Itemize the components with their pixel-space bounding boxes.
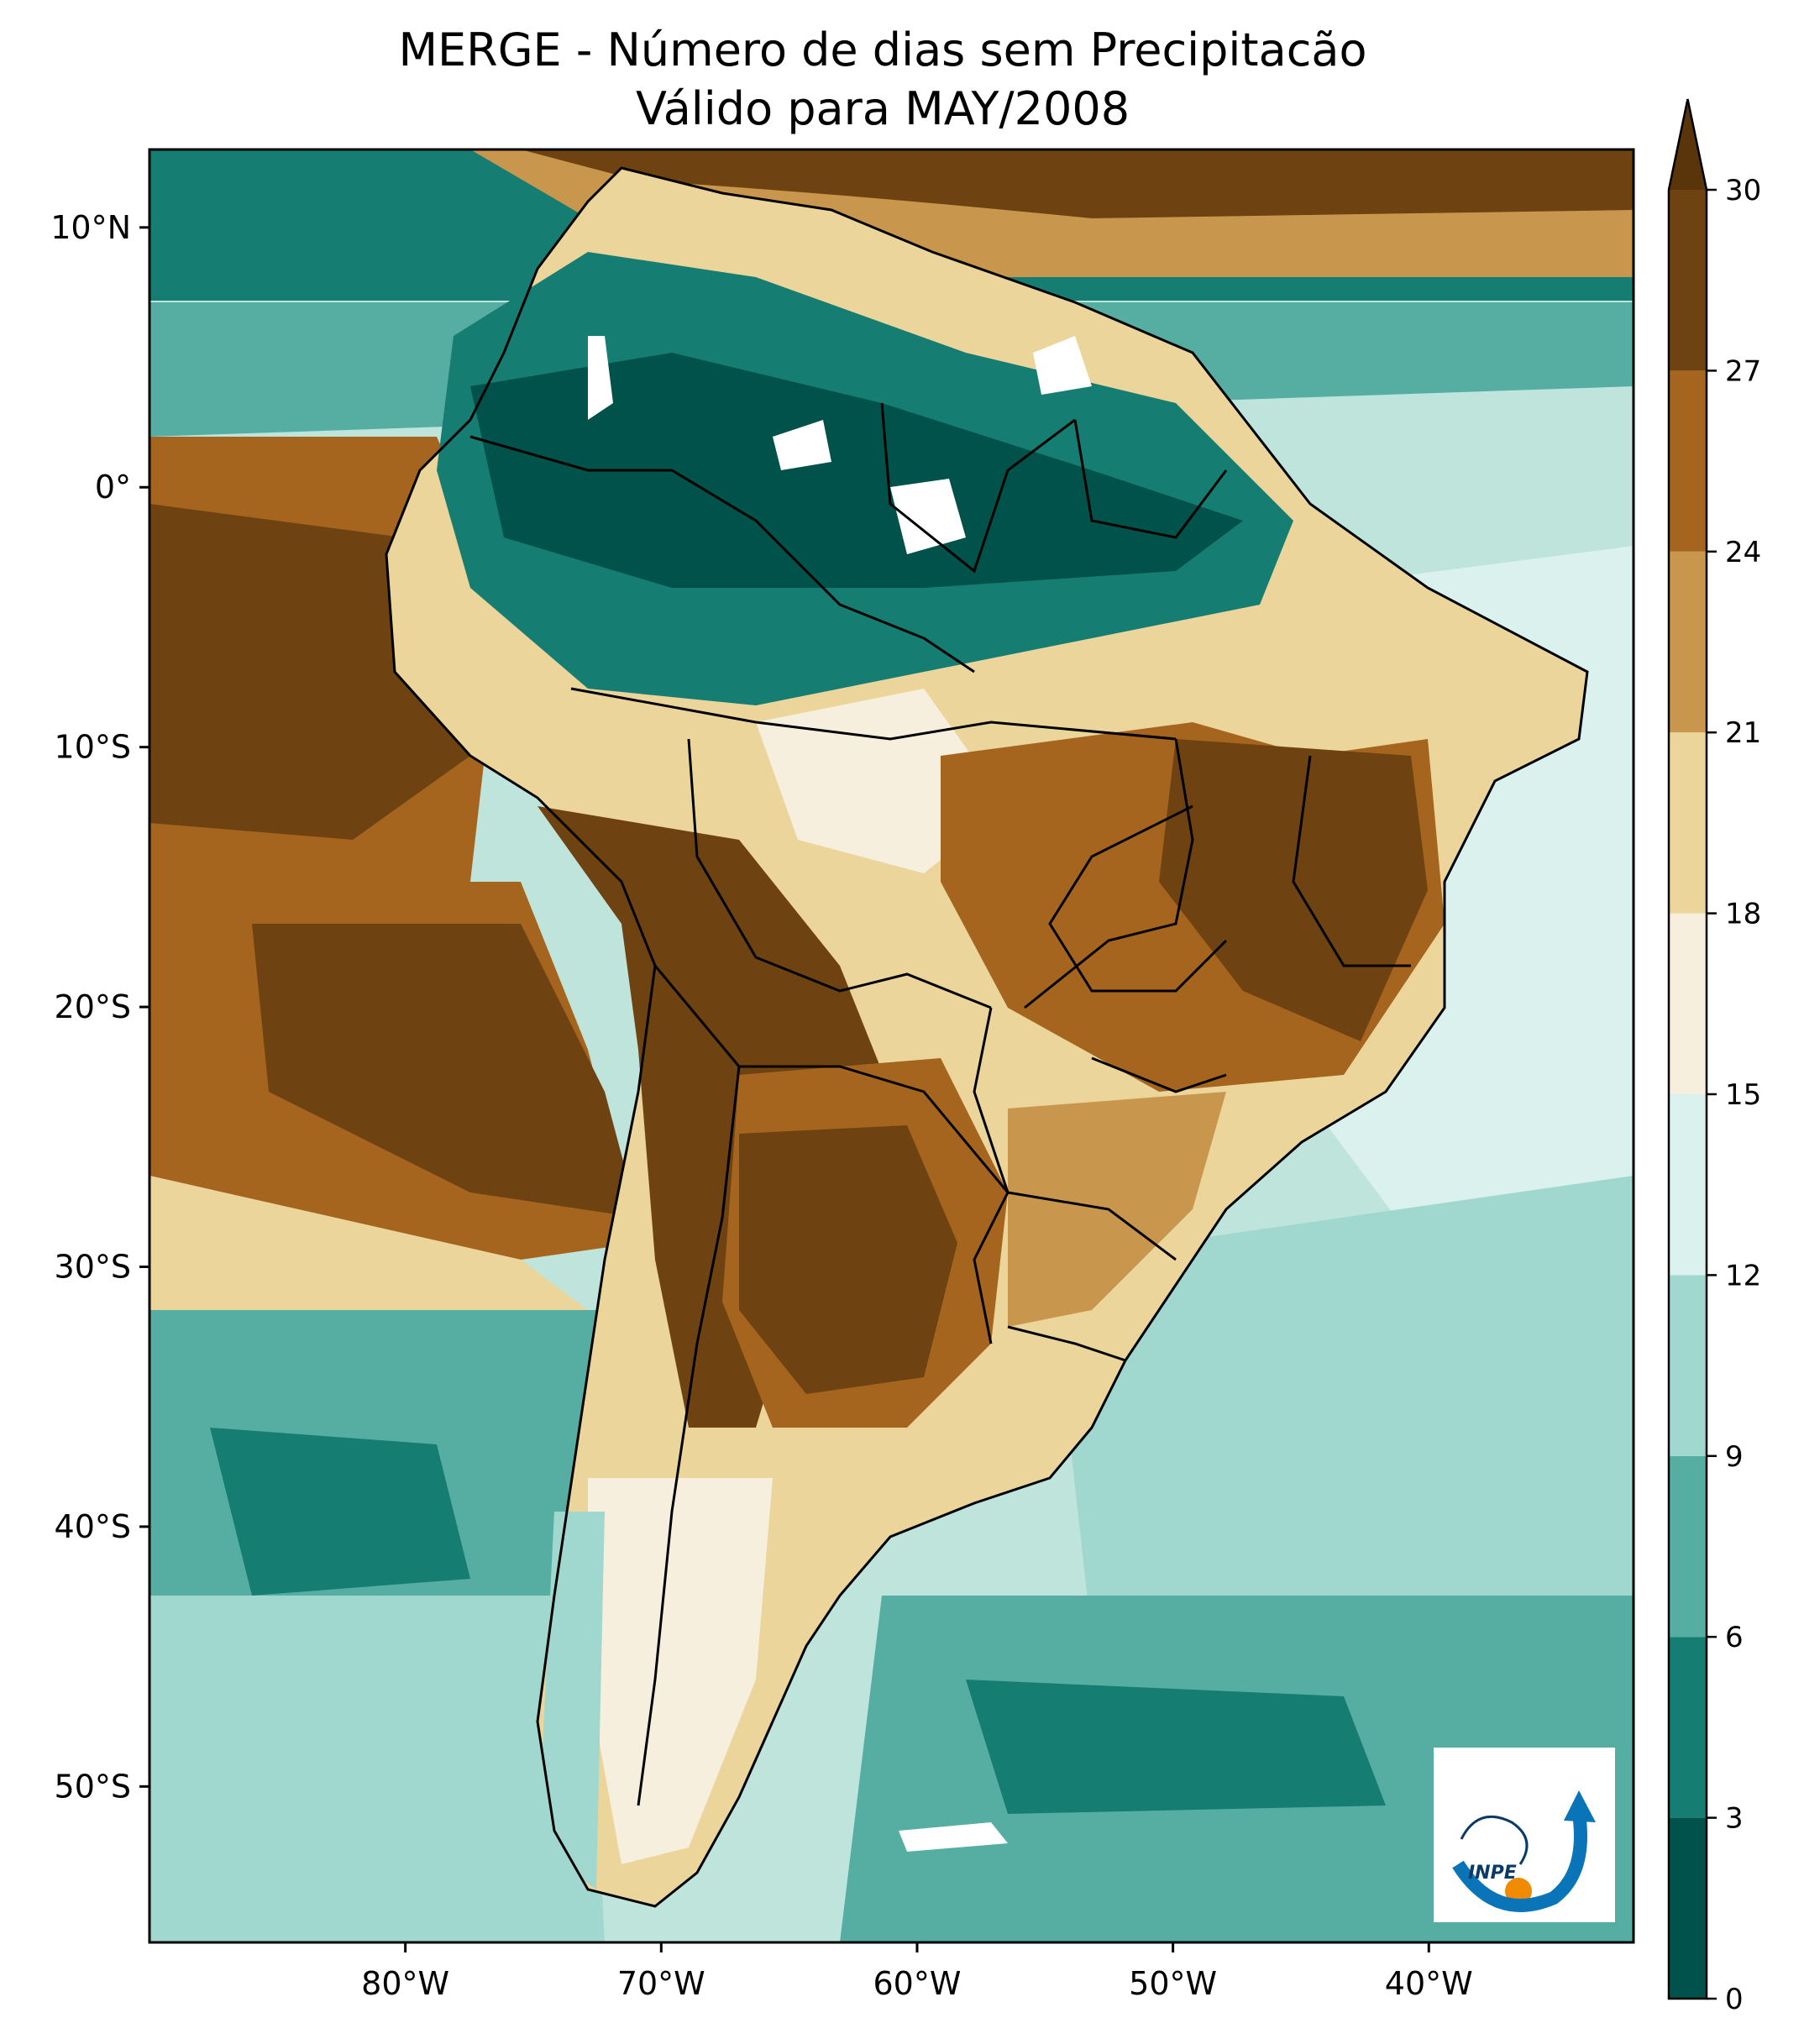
colorbar-tick-label: 12: [1725, 1259, 1761, 1292]
political-borders: [385, 166, 1589, 1908]
colorbar-segment: [1669, 1275, 1707, 1456]
y-tick-label: 30°S: [55, 1249, 131, 1286]
y-tick-label: 50°S: [55, 1768, 131, 1805]
colorbar-segment: [1669, 551, 1707, 733]
colorbar-tick-label: 24: [1725, 536, 1761, 569]
logo-swoosh-icon: [1452, 1812, 1587, 1912]
colorbar-tick-label: 9: [1725, 1440, 1744, 1474]
colorbar-tick-label: 3: [1725, 1802, 1744, 1836]
y-tick-label: 10°N: [50, 209, 131, 246]
y-axis: 10°N 0° 10°S 20°S 30°S 40°S 50°S: [50, 209, 149, 1805]
colorbar-extend-triangle: [1669, 99, 1707, 190]
colorbar-segment: [1669, 190, 1707, 371]
y-tick-label: 0°: [95, 469, 131, 506]
y-tick-label: 40°S: [55, 1508, 131, 1545]
y-tick-label: 20°S: [55, 988, 131, 1025]
x-tick-label: 60°W: [873, 1965, 961, 2002]
y-tick-label: 10°S: [55, 729, 131, 766]
chart-subtitle: Válido para MAY/2008: [636, 82, 1130, 135]
colorbar-tick-label: 18: [1725, 898, 1761, 931]
colorbar-segment: [1669, 913, 1707, 1094]
colorbar-tick-label: 6: [1725, 1621, 1744, 1654]
colorbar-tick-label: 30: [1725, 174, 1761, 207]
logo-text: INPE: [1468, 1863, 1517, 1884]
inpe-logo: INPE: [1434, 1748, 1615, 1922]
x-tick-label: 80°W: [361, 1965, 449, 2002]
colorbar-segment: [1669, 1817, 1707, 1999]
precip-field: [149, 149, 1634, 1942]
logo-orange-dot-icon: [1505, 1878, 1532, 1905]
colorbar-segment: [1669, 1094, 1707, 1276]
logo-arrow-icon: [1564, 1790, 1596, 1822]
x-axis: 80°W 70°W 60°W 50°W 40°W: [361, 1942, 1473, 2002]
x-tick-label: 40°W: [1385, 1965, 1473, 2002]
colorbar-segment: [1669, 732, 1707, 914]
colorbar-tick-label: 21: [1725, 716, 1761, 750]
colorbar-tick-label: 0: [1725, 1983, 1744, 2016]
colorbar-segment: [1669, 1637, 1707, 1818]
colorbar-segment: [1669, 370, 1707, 552]
colorbar-segment: [1669, 1455, 1707, 1638]
map-panel: INPE: [148, 148, 1635, 1944]
x-tick-label: 70°W: [617, 1965, 705, 2002]
colorbar: 0 3 6 9 12 15 18 21 24 27 30: [1667, 98, 1761, 2016]
colorbar-tick-label: 15: [1725, 1078, 1761, 1112]
x-tick-label: 50°W: [1129, 1965, 1217, 2002]
colorbar-tick-label: 27: [1725, 354, 1761, 388]
map-frame: [148, 148, 1635, 1944]
chart-title: MERGE - Número de dias sem Precipitacão: [398, 24, 1366, 76]
